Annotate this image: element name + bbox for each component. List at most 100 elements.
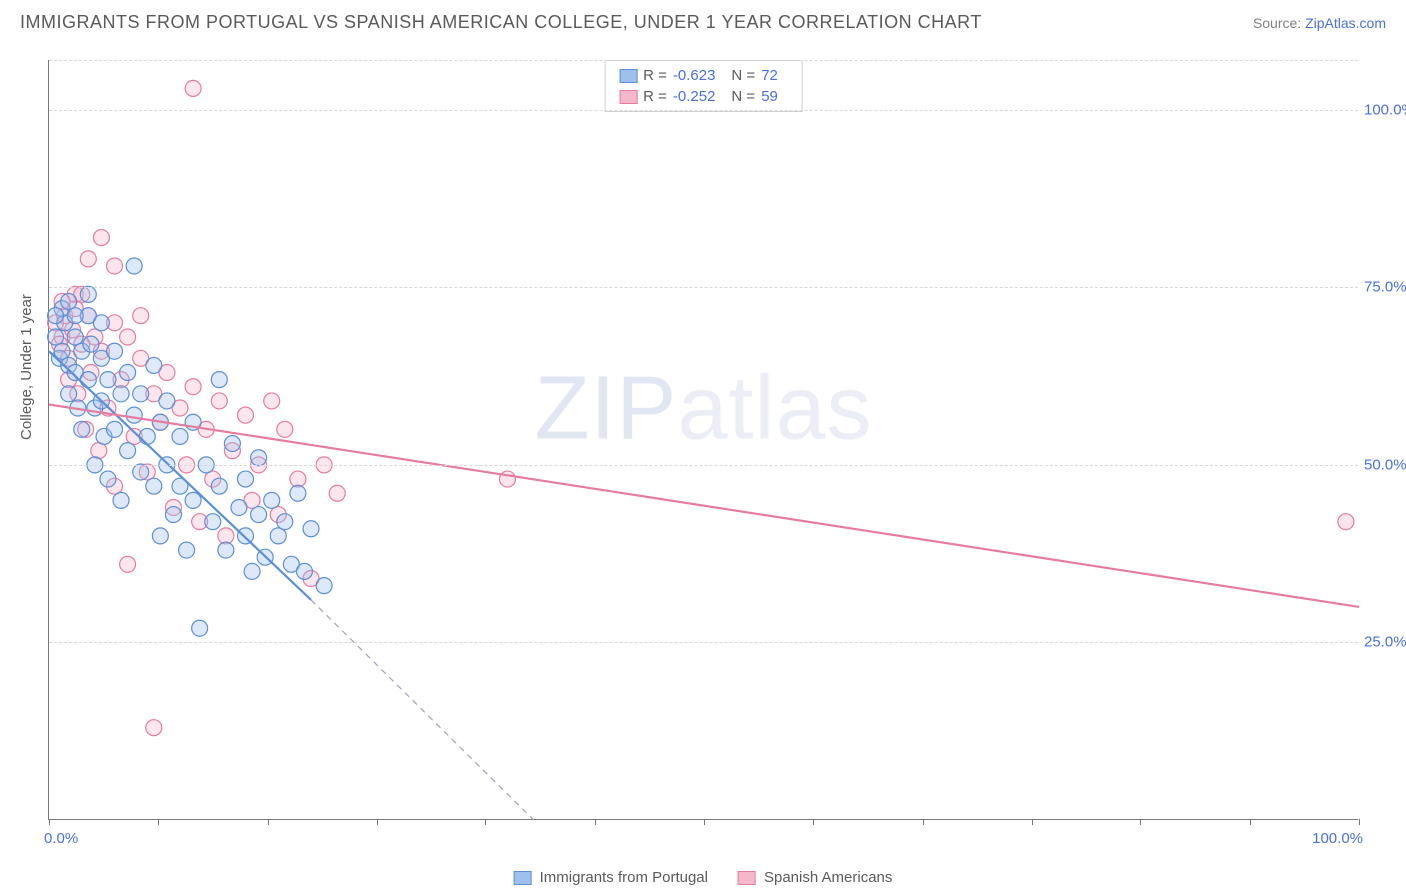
scatter-point <box>179 542 195 558</box>
scatter-point <box>126 258 142 274</box>
y-tick-label: 75.0% <box>1364 279 1406 296</box>
legend-R-label-0: R = <box>643 67 667 84</box>
legend-swatch-0 <box>619 69 637 83</box>
legend-R-label-1: R = <box>643 88 667 105</box>
source-attribution: Source: ZipAtlas.com <box>1253 15 1386 31</box>
y-tick-label: 25.0% <box>1364 634 1406 651</box>
legend-bottom-item-1: Spanish Americans <box>738 869 892 886</box>
scatter-point <box>218 528 234 544</box>
scatter-point <box>152 528 168 544</box>
plot-svg <box>49 60 1358 819</box>
scatter-point <box>113 386 129 402</box>
legend-bottom-label-0: Immigrants from Portugal <box>540 869 708 886</box>
y-axis-label: College, Under 1 year <box>18 294 35 440</box>
scatter-point <box>192 620 208 636</box>
x-tick <box>485 819 486 825</box>
x-tick <box>1032 819 1033 825</box>
scatter-point <box>133 386 149 402</box>
x-tick <box>704 819 705 825</box>
scatter-point <box>185 379 201 395</box>
scatter-point <box>172 428 188 444</box>
legend-bottom-label-1: Spanish Americans <box>764 869 892 886</box>
regression-line <box>49 351 311 600</box>
scatter-point <box>146 720 162 736</box>
x-tick <box>377 819 378 825</box>
gridline-h <box>49 110 1358 111</box>
legend-stat-row-0: R = -0.623 N = 72 <box>619 65 788 86</box>
scatter-point <box>80 286 96 302</box>
scatter-point <box>120 329 136 345</box>
legend-top-stats: R = -0.623 N = 72 R = -0.252 N = 59 <box>604 60 803 112</box>
y-tick-label: 50.0% <box>1364 456 1406 473</box>
scatter-point <box>211 372 227 388</box>
scatter-point <box>251 450 267 466</box>
scatter-point <box>211 393 227 409</box>
x-tick <box>595 819 596 825</box>
scatter-point <box>91 443 107 459</box>
scatter-point <box>264 492 280 508</box>
regression-line-extrapolated <box>311 600 534 820</box>
scatter-point <box>1338 514 1354 530</box>
scatter-point <box>159 393 175 409</box>
scatter-point <box>185 80 201 96</box>
scatter-point <box>133 464 149 480</box>
scatter-point <box>107 421 123 437</box>
chart-title: IMMIGRANTS FROM PORTUGAL VS SPANISH AMER… <box>20 12 982 33</box>
legend-N-value-0: 72 <box>761 67 778 84</box>
legend-R-value-0: -0.623 <box>673 67 716 84</box>
scatter-point <box>80 372 96 388</box>
scatter-point <box>231 499 247 515</box>
scatter-point <box>93 230 109 246</box>
x-tick <box>1140 819 1141 825</box>
scatter-point <box>120 365 136 381</box>
scatter-point <box>61 293 77 309</box>
header: IMMIGRANTS FROM PORTUGAL VS SPANISH AMER… <box>0 0 1406 41</box>
legend-bottom-swatch-0 <box>514 871 532 885</box>
scatter-point <box>238 471 254 487</box>
scatter-point <box>93 315 109 331</box>
x-tick <box>813 819 814 825</box>
x-tick <box>158 819 159 825</box>
scatter-point <box>290 485 306 501</box>
scatter-point <box>133 308 149 324</box>
source-link[interactable]: ZipAtlas.com <box>1305 15 1386 31</box>
scatter-point <box>205 514 221 530</box>
source-label: Source: <box>1253 15 1301 31</box>
scatter-point <box>296 563 312 579</box>
scatter-point <box>139 428 155 444</box>
scatter-point <box>277 421 293 437</box>
x-tick <box>1250 819 1251 825</box>
x-tick <box>923 819 924 825</box>
x-axis-label-min: 0.0% <box>44 830 78 847</box>
scatter-point <box>80 251 96 267</box>
scatter-point <box>277 514 293 530</box>
scatter-point <box>238 407 254 423</box>
legend-stat-row-1: R = -0.252 N = 59 <box>619 86 788 107</box>
scatter-point <box>218 542 234 558</box>
legend-R-value-1: -0.252 <box>673 88 716 105</box>
scatter-point <box>224 436 240 452</box>
scatter-point <box>67 329 83 345</box>
gridline-h <box>49 60 1358 61</box>
scatter-point <box>83 336 99 352</box>
legend-bottom: Immigrants from Portugal Spanish America… <box>514 869 893 886</box>
scatter-point <box>165 507 181 523</box>
scatter-point <box>107 343 123 359</box>
gridline-h <box>49 287 1358 288</box>
scatter-point <box>113 492 129 508</box>
scatter-point <box>146 478 162 494</box>
scatter-point <box>126 407 142 423</box>
y-tick-label: 100.0% <box>1364 101 1406 118</box>
x-axis-label-max: 100.0% <box>1312 830 1363 847</box>
scatter-point <box>146 357 162 373</box>
scatter-point <box>61 386 77 402</box>
legend-bottom-swatch-1 <box>738 871 756 885</box>
scatter-point <box>67 308 83 324</box>
scatter-point <box>100 372 116 388</box>
scatter-point <box>48 308 64 324</box>
scatter-point <box>316 578 332 594</box>
scatter-point <box>74 421 90 437</box>
x-tick <box>49 819 50 825</box>
legend-swatch-1 <box>619 90 637 104</box>
scatter-point <box>329 485 345 501</box>
